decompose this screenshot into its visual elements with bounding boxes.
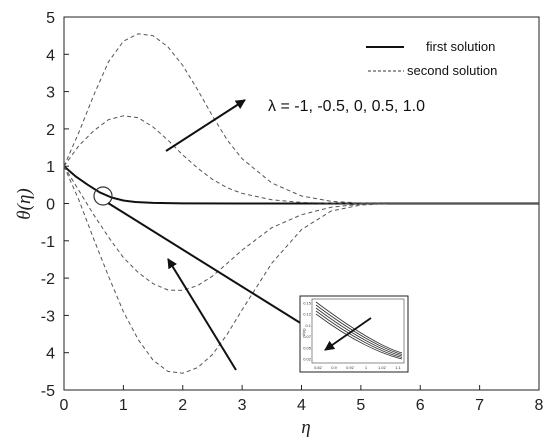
series-layer [63,33,539,374]
x-tick-label: 1 [119,397,128,414]
y-axis-ticks: 5 4 3 2 1 0 -1 -2 -3 4 -5 [41,10,69,400]
y-tick-label: -2 [41,271,55,288]
legend-label-second-solution: second solution [407,63,497,78]
zoom-inset: 0.82 0.9 0.92 1 1.02 1.1 0.15 0.12 0.1 0.07 0.05 0.… [299,295,409,373]
inset-curve [315,310,403,358]
x-tick-label: 5 [356,397,365,414]
inset-y-tick-label: 0.05 [303,345,312,350]
x-axis-ticks: 0 1 2 3 4 5 6 7 8 [60,385,544,414]
inset-curves [315,301,403,360]
x-axis-label: η [301,417,310,438]
inset-y-tick-label: 0.07 [303,334,312,339]
inset-curve [315,307,403,357]
lambda-annotation: λ = -1, -0.5, 0, 0.5, 1.0 [268,98,425,115]
y-tick-label: 1 [46,159,55,176]
legend: first solution second solution [366,39,497,78]
inset-y-tick-label: 0.15 [303,301,312,306]
x-tick-label: 3 [238,397,247,414]
second-solution-line-1 [63,33,539,204]
y-tick-label: 5 [46,10,55,27]
inset-x-tick-label: 1.02 [378,365,387,370]
y-tick-label: 2 [46,122,55,139]
inset-arrow [324,317,372,351]
inset-curve [315,304,403,355]
y-tick-label: -1 [41,234,55,251]
y-tick-label: -3 [41,308,55,325]
inset-x-tick-label: 0.82 [314,365,323,370]
inset-plot-area [311,298,405,364]
arrow-increasing-lambda-lower [167,258,237,371]
x-tick-label: 0 [60,397,69,414]
inset-y-tick-label: 0.12 [303,312,312,317]
x-tick-label: 6 [416,397,425,414]
first-solution-highlight-circle [93,186,113,206]
second-solution-line-3 [63,165,539,291]
x-tick-label: 7 [475,397,484,414]
inset-x-tick-label: 0.9 [331,365,337,370]
inset-y-tick-label: 0.1 [305,323,311,328]
inset-y-tick-label: 0.02 [303,357,312,362]
inset-ticks: 0.82 0.9 0.92 1 1.02 1.1 0.15 0.12 0.1 0.07 0.05 0.… [303,301,401,371]
x-tick-label: 8 [535,397,544,414]
x-tick-label: 2 [178,397,187,414]
zoom-connector-line [107,202,303,325]
y-tick-label: 0 [46,197,55,214]
arrow-increasing-lambda-upper [165,99,246,152]
y-tick-label: -5 [41,383,55,400]
x-tick-label: 4 [297,397,306,414]
y-axis-label: θ(η) [14,188,35,219]
y-tick-label: 4 [46,47,55,64]
inset-curve [315,301,403,354]
inset-x-tick-label: 0.92 [346,365,355,370]
second-solution-line-4 [63,165,539,374]
inset-y-axis-label: θ(η) [301,328,306,336]
inset-x-tick-label: 1.1 [395,365,401,370]
y-tick-label: 3 [46,85,55,102]
inset-x-tick-label: 1 [365,365,368,370]
y-tick-label: 4 [46,346,55,363]
legend-label-first-solution: first solution [426,39,495,54]
inset-curve [315,313,403,360]
